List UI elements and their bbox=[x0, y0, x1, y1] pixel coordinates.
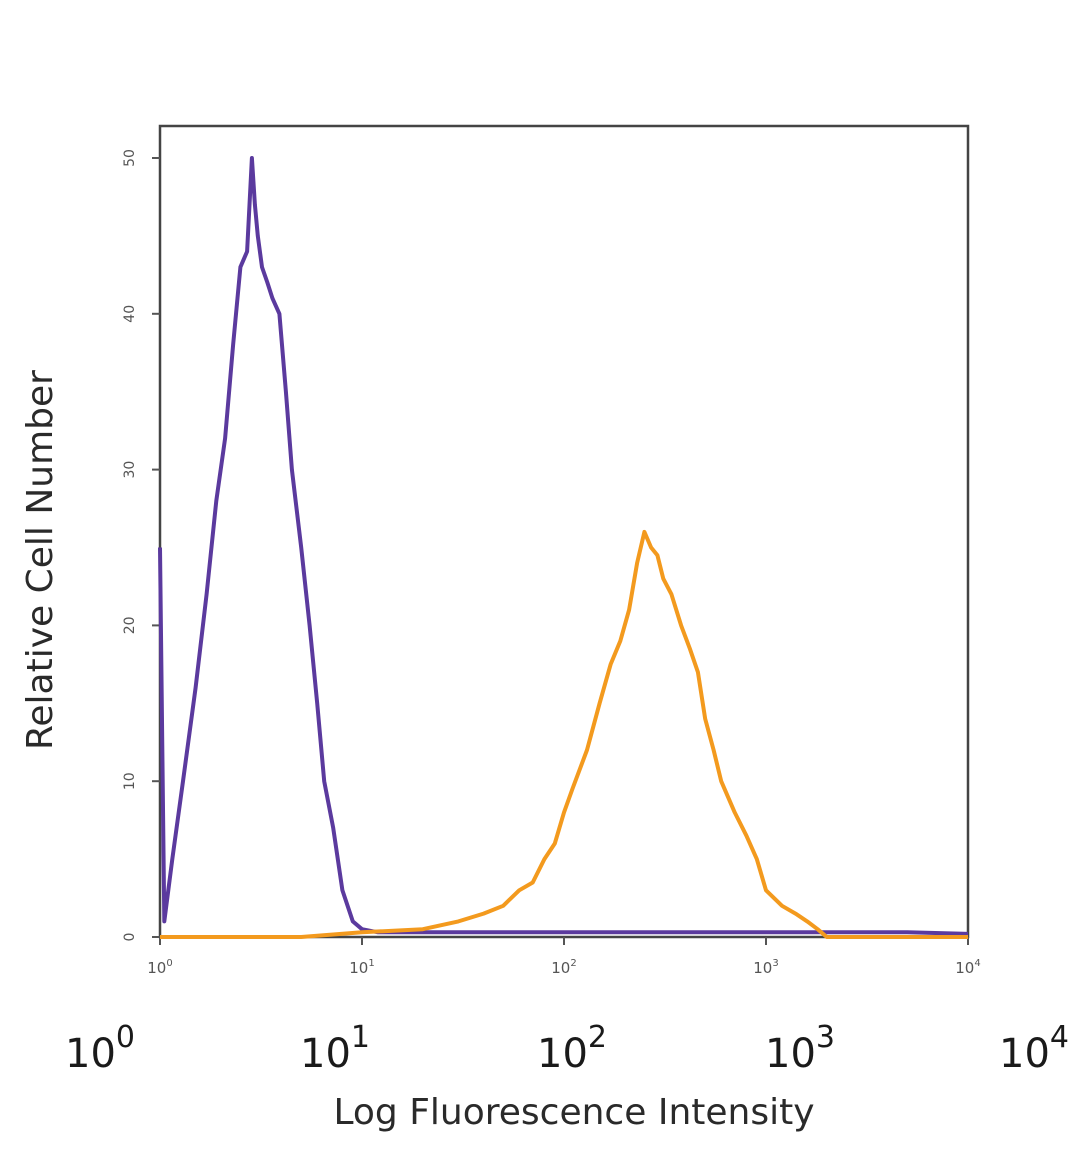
y-axis-title: Relative Cell Number bbox=[20, 370, 61, 750]
y-tick-label: 50 bbox=[122, 149, 138, 167]
x-tick-label: 101 bbox=[300, 1020, 370, 1077]
y-tick-label: 30 bbox=[122, 461, 138, 479]
y-tick-label: 40 bbox=[122, 305, 138, 323]
x-axis-title: Log Fluorescence Intensity bbox=[333, 1092, 814, 1133]
y-tick-label: 10 bbox=[122, 772, 138, 790]
x-tick-small-label: 101 bbox=[349, 958, 374, 977]
series-layer bbox=[158, 156, 969, 939]
x-tick-label: 102 bbox=[537, 1020, 607, 1077]
series-2-line bbox=[160, 529, 968, 939]
x-axis-tick-labels: 100 101 102 103 104 bbox=[65, 1020, 1069, 1077]
x-tick-label: 104 bbox=[999, 1020, 1069, 1077]
series-1-line bbox=[158, 156, 969, 936]
y-tick-label: 0 bbox=[122, 933, 138, 942]
x-tick-small-label: 100 bbox=[147, 958, 172, 977]
x-tick-label: 100 bbox=[65, 1020, 135, 1077]
x-tick-small-label: 103 bbox=[753, 958, 778, 977]
x-axis-small-ticks: 100 101 102 103 104 bbox=[147, 937, 981, 977]
x-tick-small-label: 102 bbox=[551, 958, 576, 977]
x-tick-small-label: 104 bbox=[955, 958, 980, 977]
y-axis-ticks: 0 10 20 30 40 50 bbox=[122, 149, 160, 941]
x-tick-label: 103 bbox=[765, 1020, 835, 1077]
y-tick-label: 20 bbox=[122, 616, 138, 634]
